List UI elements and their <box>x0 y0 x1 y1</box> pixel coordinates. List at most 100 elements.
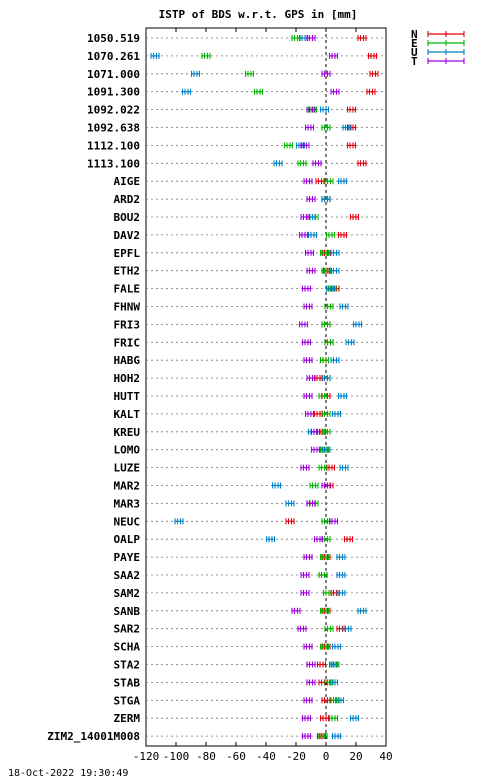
point-t <box>330 88 340 95</box>
station-label: 1050.519 <box>87 32 140 45</box>
x-tick-label: 40 <box>379 750 392 763</box>
point-n <box>346 106 357 113</box>
station-label: 1113.100 <box>87 157 140 170</box>
point-u <box>331 733 342 740</box>
station-label: SAA2 <box>114 569 141 582</box>
station-label: LUZE <box>114 462 141 475</box>
point-u <box>319 106 330 113</box>
point-t <box>297 625 307 632</box>
x-tick-label: -20 <box>286 750 306 763</box>
station-label: HUTT <box>114 390 141 403</box>
x-tick-label: -100 <box>163 750 190 763</box>
station-label: 1091.300 <box>87 86 140 99</box>
point-e <box>324 303 334 310</box>
point-e <box>321 428 331 435</box>
point-t <box>306 500 316 507</box>
station-label: ARD2 <box>114 193 141 206</box>
station-label: KREU <box>114 426 141 439</box>
point-u <box>336 589 346 596</box>
grid-layer <box>146 37 386 737</box>
point-e <box>319 357 330 364</box>
station-label: SAR2 <box>114 623 141 636</box>
legend-label: U <box>411 46 418 59</box>
x-tick-label: 0 <box>323 750 330 763</box>
point-t <box>301 715 312 722</box>
point-e <box>321 536 331 543</box>
point-n <box>313 375 324 382</box>
point-u <box>265 536 276 543</box>
station-label: KALT <box>114 408 141 421</box>
point-t <box>298 321 309 328</box>
station-label: FHNW <box>114 301 141 314</box>
station-label: ZERM <box>114 712 141 725</box>
point-e <box>322 589 333 596</box>
point-u <box>330 267 340 274</box>
point-u <box>342 625 352 632</box>
x-tick-label: 20 <box>349 750 362 763</box>
x-axis: -120 -100 -80 -60 -40 -20 0 20 40 <box>133 28 393 763</box>
point-u <box>298 35 309 41</box>
point-t <box>310 428 321 435</box>
point-t <box>300 589 310 596</box>
point-t <box>306 679 316 686</box>
station-label: SANB <box>114 605 141 618</box>
point-n <box>367 52 378 59</box>
chart-title: ISTP of BDS w.r.t. GPS in [mm] <box>159 8 358 21</box>
station-label: 1071.000 <box>87 68 140 81</box>
x-tick-label: -40 <box>256 750 276 763</box>
point-t <box>300 572 310 578</box>
x-tick-label: -120 <box>133 750 160 763</box>
point-u <box>271 482 282 489</box>
station-label: 1070.261 <box>87 50 140 63</box>
point-n <box>346 142 357 149</box>
legend-label: E <box>411 37 418 50</box>
point-e <box>324 625 334 632</box>
point-n <box>343 536 354 543</box>
point-t <box>303 357 313 364</box>
point-u <box>328 679 339 686</box>
point-t <box>306 375 316 382</box>
point-n <box>316 661 327 668</box>
point-t <box>313 536 324 543</box>
station-label: HOH2 <box>114 372 141 385</box>
point-e <box>318 393 328 399</box>
point-u <box>174 518 184 525</box>
point-u <box>330 249 340 256</box>
point-u <box>336 572 346 578</box>
station-label: ETH2 <box>114 265 141 278</box>
station-label: MAR3 <box>114 497 141 510</box>
point-u <box>345 339 355 346</box>
station-labels: 1050.519 1070.261 1071.000 1091.300 1092.022… <box>47 32 140 743</box>
point-n <box>285 518 295 525</box>
point-u <box>336 554 346 561</box>
point-e <box>321 321 331 328</box>
point-t <box>306 267 316 274</box>
point-t <box>306 106 316 113</box>
station-label: ZIM2_14001M008 <box>47 730 140 743</box>
point-n <box>321 697 331 704</box>
station-label: STA2 <box>114 659 141 672</box>
point-e <box>318 733 328 740</box>
point-t <box>303 697 313 704</box>
point-u <box>150 52 160 59</box>
point-t <box>303 303 313 310</box>
point-u <box>285 500 295 507</box>
point-t <box>301 733 312 740</box>
point-n <box>325 464 336 471</box>
point-e <box>201 52 211 59</box>
point-u <box>337 393 348 399</box>
point-u <box>352 321 363 328</box>
point-u <box>321 196 331 203</box>
point-t <box>304 410 315 417</box>
point-t <box>304 249 315 256</box>
point-n <box>337 231 348 238</box>
station-label: STAB <box>114 676 141 689</box>
station-label: DAV2 <box>114 229 141 242</box>
point-t <box>300 464 310 471</box>
point-t <box>298 231 309 238</box>
point-u <box>349 715 360 722</box>
point-t <box>301 285 312 292</box>
point-u <box>330 357 340 364</box>
